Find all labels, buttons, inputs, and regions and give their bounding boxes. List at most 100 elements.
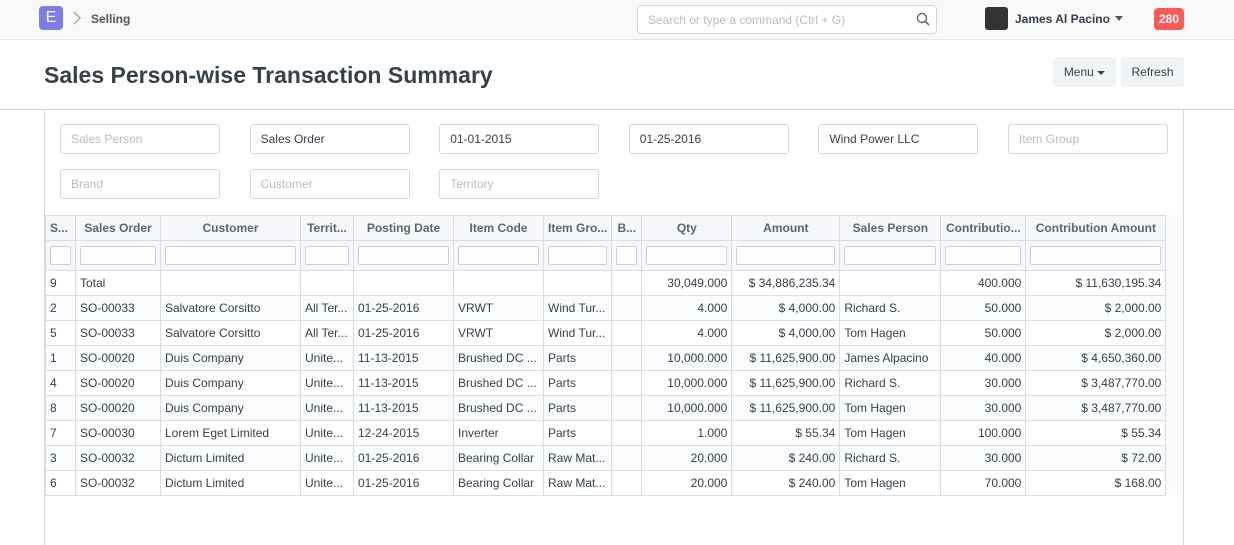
table-cell (353, 270, 454, 296)
notification-count[interactable]: 280 (1154, 8, 1184, 30)
table-cell: Dictum Limited (160, 470, 301, 496)
table-cell: $ 4,650,360.00 (1025, 345, 1167, 371)
table-cell (611, 270, 643, 296)
table-cell: 11-13-2015 (353, 395, 454, 421)
column-header[interactable]: Contributio... (940, 215, 1027, 241)
filter-input[interactable]: Wind Power LLC (818, 124, 979, 154)
table-cell: SO-00020 (75, 370, 161, 396)
column-filter-input[interactable] (844, 246, 937, 265)
column-filter-input[interactable] (80, 246, 156, 265)
user-name[interactable]: James Al Pacino (1015, 12, 1110, 26)
table-cell: $ 34,886,235.34 (731, 270, 841, 296)
column-filter-input[interactable] (305, 246, 349, 265)
column-filter-input[interactable] (945, 246, 1022, 265)
filter-input[interactable]: Item Group (1008, 124, 1168, 154)
column-header[interactable]: Sales Order (75, 215, 161, 241)
column-filter-input[interactable] (616, 246, 638, 265)
table-cell: 7 (45, 420, 76, 446)
breadcrumb-separator (73, 11, 82, 25)
filter-input[interactable]: Sales Order (249, 124, 410, 154)
column-header[interactable]: Qty (641, 215, 733, 241)
table-cell: $ 4,000.00 (731, 295, 841, 321)
table-cell: Tom Hagen (839, 395, 942, 421)
user-avatar[interactable] (985, 7, 1008, 30)
column-filter-input[interactable] (458, 246, 539, 265)
table-cell: 4.000 (641, 320, 733, 346)
filter-input[interactable]: Territory (439, 169, 600, 199)
column-filter-input[interactable] (50, 246, 71, 265)
column-filter-cell (641, 240, 733, 271)
table-cell: SO-00033 (75, 295, 161, 321)
table-cell: SO-00020 (75, 395, 161, 421)
column-header[interactable]: S... (45, 215, 76, 241)
menu-button[interactable]: Menu (1053, 57, 1116, 87)
column-filter-input[interactable] (736, 246, 836, 265)
column-filter-input[interactable] (646, 246, 728, 265)
column-filter-cell (353, 240, 454, 271)
table-cell: $ 11,625,900.00 (731, 345, 841, 371)
table-cell: 3 (45, 445, 76, 471)
table-cell: Wind Tur... (542, 320, 613, 346)
column-filter-cell (453, 240, 544, 271)
column-header[interactable]: Amount (731, 215, 841, 241)
table-row: 6 SO-00032 Dictum Limited Unite... 01-25-201… (45, 470, 1167, 496)
column-filter-cell (1025, 240, 1167, 271)
column-header[interactable]: Sales Person (839, 215, 942, 241)
table-cell: All Ter... (300, 295, 354, 321)
table-cell: James Alpacino (839, 345, 942, 371)
filter-input[interactable]: Customer (249, 169, 410, 199)
table-cell: 20.000 (641, 445, 733, 471)
filter-input[interactable]: 01-25-2016 (628, 124, 789, 154)
filter-row (45, 240, 1167, 271)
column-filter-input[interactable] (358, 246, 449, 265)
table-cell: 100.000 (940, 420, 1027, 446)
column-filter-cell (940, 240, 1027, 271)
table-cell (542, 270, 613, 296)
column-filter-input[interactable] (548, 246, 608, 265)
table-row: 1 SO-00020 Duis Company Unite... 11-13-2015 B… (45, 345, 1167, 371)
table-cell (611, 345, 643, 371)
filter-input[interactable]: Sales Person (60, 124, 220, 154)
table-cell: 40.000 (940, 345, 1027, 371)
table-cell: Parts (542, 345, 613, 371)
table-cell: $ 240.00 (731, 445, 841, 471)
column-header[interactable]: Customer (160, 215, 301, 241)
table-cell (300, 270, 354, 296)
table-cell (611, 420, 643, 446)
table-cell: 8 (45, 395, 76, 421)
app-logo[interactable]: E (39, 6, 63, 30)
table-cell (611, 320, 643, 346)
table-cell: All Ter... (300, 320, 354, 346)
column-filter-input[interactable] (165, 246, 296, 265)
column-filter-input[interactable] (1030, 246, 1162, 265)
column-header[interactable]: Item Gro... (542, 215, 613, 241)
table-cell (611, 295, 643, 321)
column-header[interactable]: Contribution Amount (1025, 215, 1167, 241)
table-cell: 2 (45, 295, 76, 321)
page-title: Sales Person-wise Transaction Summary (44, 62, 493, 88)
table-row: 5 SO-00033 Salvatore Corsitto All Ter... 01-… (45, 320, 1167, 346)
page-header (0, 40, 1234, 110)
table-cell: 70.000 (940, 470, 1027, 496)
column-header[interactable]: Territ... (300, 215, 354, 241)
table-cell: $ 4,000.00 (731, 320, 841, 346)
table-cell (611, 395, 643, 421)
column-header[interactable]: Item Code (453, 215, 544, 241)
table-cell (839, 270, 942, 296)
table-cell: 1 (45, 345, 76, 371)
table-cell: VRWT (453, 320, 544, 346)
filter-input[interactable]: Brand (60, 169, 220, 199)
table-cell: $ 55.34 (1025, 420, 1167, 446)
table-cell: Unite... (300, 370, 354, 396)
table-cell: Wind Tur... (542, 295, 613, 321)
column-header[interactable]: Posting Date (353, 215, 454, 241)
refresh-button[interactable]: Refresh (1121, 57, 1184, 87)
search-box[interactable]: Search or type a command (Ctrl + G) (637, 5, 937, 34)
filter-input[interactable]: 01-01-2015 (439, 124, 600, 154)
table-cell: Salvatore Corsitto (160, 295, 301, 321)
column-header[interactable]: B... (611, 215, 643, 241)
table-cell: SO-00033 (75, 320, 161, 346)
breadcrumb[interactable]: Selling (91, 12, 131, 26)
column-filter-cell (731, 240, 841, 271)
column-filter-cell (75, 240, 161, 271)
